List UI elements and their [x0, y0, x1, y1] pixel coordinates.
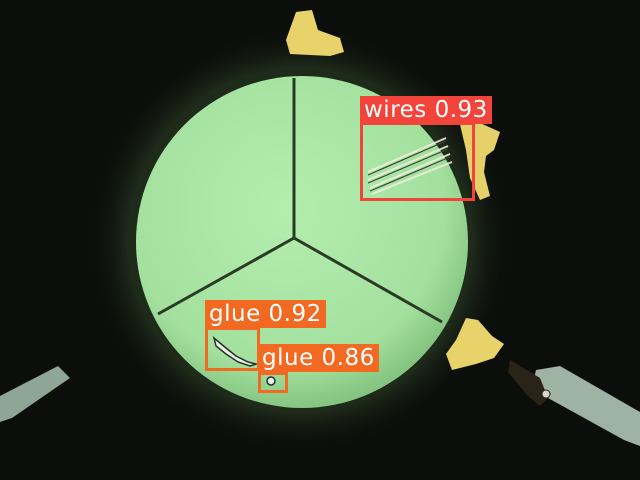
probe-right — [532, 366, 640, 446]
divider-right — [293, 236, 443, 324]
wires — [367, 137, 453, 195]
clip-bottom-right — [446, 318, 504, 370]
clip-right — [458, 116, 500, 200]
glue-bounding-box — [205, 327, 260, 371]
clip-top — [286, 10, 344, 56]
probe-left — [0, 366, 70, 422]
disc-dividers — [157, 78, 443, 324]
wire-shadows — [367, 140, 451, 192]
divider-left — [157, 236, 295, 316]
glue-small-label: glue 0.86 — [258, 344, 379, 372]
glue-small-bounding-box — [258, 372, 288, 393]
wires-label: wires 0.93 — [360, 96, 492, 124]
probe-tip — [508, 360, 548, 406]
glue-drop-small — [266, 376, 276, 386]
glue-drop-large — [212, 335, 259, 367]
glue-label: glue 0.92 — [205, 300, 326, 328]
wires-bounding-box — [360, 122, 475, 201]
probe-contact — [541, 389, 551, 399]
